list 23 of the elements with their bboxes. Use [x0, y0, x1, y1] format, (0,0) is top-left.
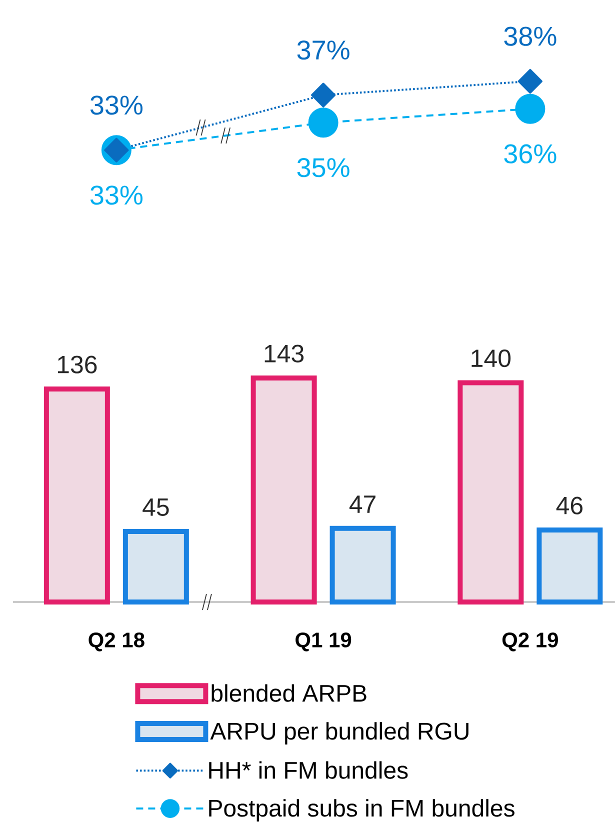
data-label: 47 [349, 496, 376, 513]
data-label: 38% [504, 26, 556, 46]
point [518, 68, 542, 94]
data-label: 33% [90, 96, 142, 115]
data-label: 33% [90, 186, 142, 205]
data-label: 143 [264, 344, 304, 362]
point [310, 82, 336, 108]
data-label: 136 [58, 356, 97, 374]
point [515, 94, 546, 124]
x-tick-label: Q2 18 [88, 632, 144, 652]
x-tick-label: Q1 19 [296, 632, 352, 652]
data-label: 45 [142, 498, 169, 516]
legend-label: ARPU per bundled RGU [210, 722, 468, 744]
legend-label: HH* in FM bundles [209, 761, 408, 779]
data-label: 37% [297, 40, 350, 60]
data-label: 140 [472, 349, 511, 368]
data-label: 35% [297, 158, 350, 178]
legend-label: blended ARPB [212, 684, 366, 702]
point [308, 108, 338, 138]
data-label: 46 [556, 496, 582, 514]
x-tick-label: Q2 19 [502, 632, 558, 652]
data-label: 36% [504, 144, 556, 164]
legend-label: Postpaid subs in FM bundles [209, 799, 514, 822]
